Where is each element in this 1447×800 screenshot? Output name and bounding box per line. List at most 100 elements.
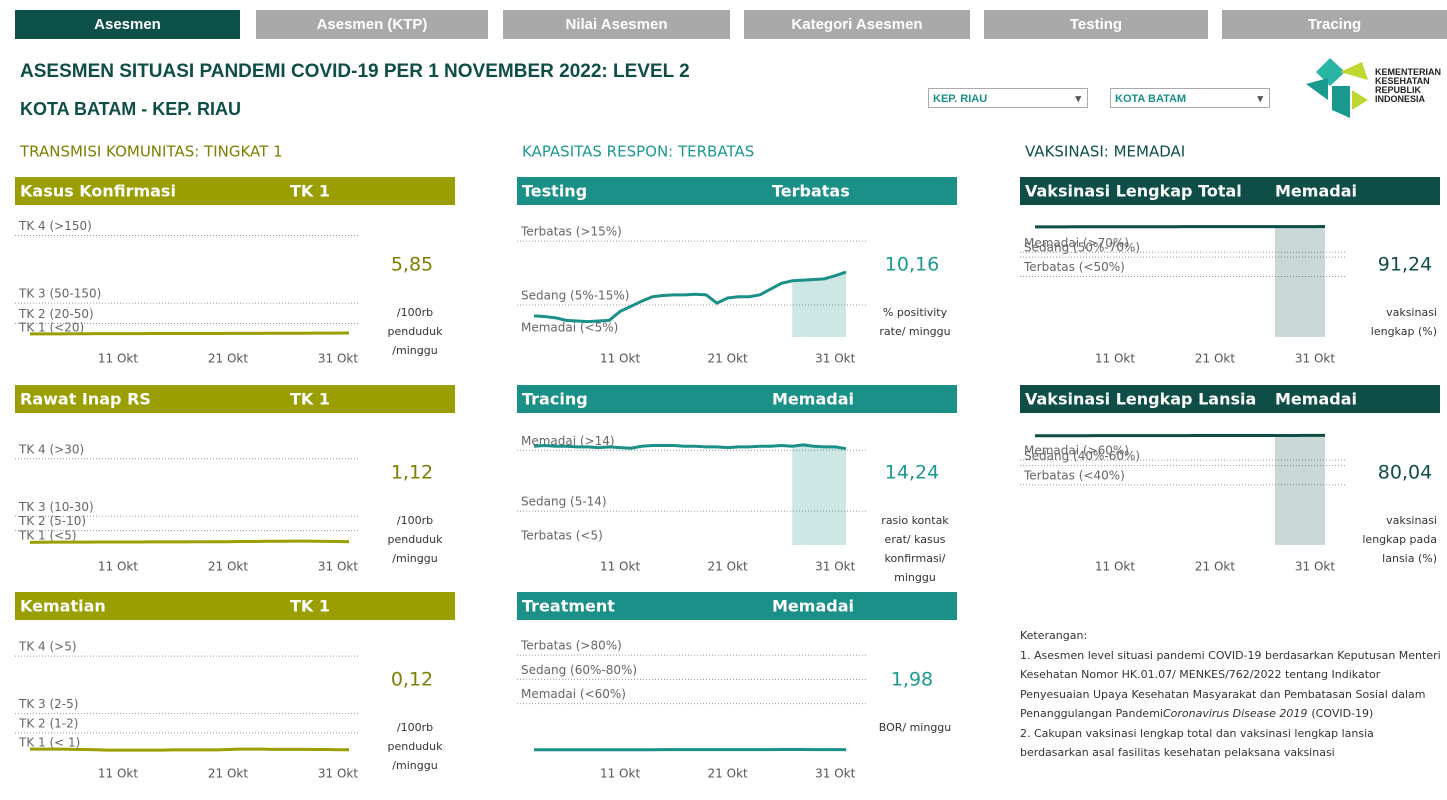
threshold-label: TK 1 (<20): [18, 321, 84, 335]
tab[interactable]: Asesmen (KTP): [256, 10, 488, 39]
highlight-area: [1275, 226, 1325, 337]
panel-unit: konfirmasi/: [885, 552, 946, 565]
threshold-label: Sedang (40%-60%): [1024, 449, 1140, 463]
x-tick-label: 21 Okt: [1195, 560, 1235, 574]
panel-unit: erat/ kasus: [885, 533, 946, 546]
panel-unit: /minggu: [392, 552, 437, 565]
threshold-label: Sedang (50%-70%): [1024, 241, 1140, 255]
panel-unit: /100rb: [397, 306, 433, 319]
note-text: (COVID-19): [1311, 707, 1374, 720]
panel-name: Kasus Konfirmasi: [20, 182, 176, 201]
panel-unit: /100rb: [397, 514, 433, 527]
threshold-label: TK 4 (>5): [18, 640, 77, 654]
panel-unit: BOR/ minggu: [879, 721, 952, 734]
filter-dropdown[interactable]: KOTA BATAM: [1110, 88, 1270, 109]
panel-status: TK 1: [290, 390, 330, 409]
panel-header: [15, 177, 455, 205]
x-tick-label: 11 Okt: [98, 352, 138, 366]
highlight-area: [1275, 435, 1325, 545]
panel-value: 10,16: [885, 254, 939, 276]
panel-header: [15, 385, 455, 413]
panel-status: Terbatas: [772, 182, 850, 201]
x-tick-label: 11 Okt: [98, 560, 138, 574]
note-text: 1. Asesmen level situasi pandemi COVID-1…: [1020, 648, 1441, 721]
panel-status: TK 1: [290, 182, 330, 201]
x-tick-label: 21 Okt: [1195, 352, 1235, 366]
panel-unit: penduduk: [388, 533, 444, 546]
panel-unit: minggu: [894, 571, 936, 584]
panel-unit: rate/ minggu: [879, 325, 950, 338]
threshold-label: TK 3 (50-150): [18, 287, 101, 301]
threshold-label: Terbatas (>80%): [520, 639, 622, 653]
panel-header: [1020, 385, 1440, 413]
panel-header: [1020, 177, 1440, 205]
threshold-label: TK 4 (>150): [18, 219, 92, 233]
panel-unit: % positivity: [883, 306, 948, 319]
x-tick-label: 31 Okt: [1295, 560, 1335, 574]
logo-line: KEMENTERIAN: [1375, 67, 1442, 77]
x-tick-label: 11 Okt: [600, 560, 640, 574]
panel-name: Treatment: [522, 597, 615, 616]
x-tick-label: 21 Okt: [708, 352, 748, 366]
x-tick-label: 11 Okt: [1095, 560, 1135, 574]
panel-name: Vaksinasi Lengkap Lansia: [1025, 390, 1256, 409]
panel-unit: penduduk: [388, 325, 444, 338]
series-line: [533, 270, 847, 324]
threshold-label: Terbatas (<40%): [1023, 468, 1125, 482]
note-italic: Coronavirus Disease 2019: [1162, 707, 1308, 720]
tab[interactable]: Asesmen: [15, 10, 240, 39]
panel-unit: vaksinasi: [1386, 514, 1437, 527]
panel-name: Testing: [522, 182, 587, 201]
logo-line: REPUBLIK: [1375, 85, 1422, 95]
panel-value: 14,24: [885, 462, 939, 484]
panel-header: [517, 177, 957, 205]
tab[interactable]: Nilai Asesmen: [503, 10, 730, 39]
panel-name: Tracing: [522, 390, 588, 409]
panel-name: Kematian: [20, 597, 106, 616]
x-tick-label: 21 Okt: [708, 560, 748, 574]
section-heading: VAKSINASI: MEMADAI: [1025, 143, 1185, 161]
panel-unit: rasio kontak: [881, 514, 949, 527]
threshold-label: Memadai (<60%): [521, 687, 626, 701]
panel-status: Memadai: [772, 390, 854, 409]
x-tick-label: 31 Okt: [318, 560, 358, 574]
x-tick-label: 31 Okt: [318, 767, 358, 781]
x-tick-label: 11 Okt: [600, 767, 640, 781]
logo-icon: [1306, 58, 1368, 118]
threshold-label: TK 4 (>30): [18, 442, 84, 456]
section-heading: TRANSMISI KOMUNITAS: TINGKAT 1: [19, 143, 283, 161]
panel-status: Memadai: [1275, 390, 1357, 409]
threshold-label: TK 1 (< 1): [18, 736, 80, 750]
logo-text: KEMENTERIAN KESEHATAN REPUBLIK INDONESIA: [1375, 68, 1441, 104]
series-line: [30, 331, 350, 336]
logo-line: INDONESIA: [1375, 94, 1426, 104]
tab[interactable]: Testing: [984, 10, 1208, 39]
filter-dropdown[interactable]: KEP. RIAU: [928, 88, 1088, 109]
x-tick-label: 31 Okt: [815, 560, 855, 574]
panel-value: 91,24: [1378, 254, 1432, 276]
notes-heading: Keterangan:: [1020, 629, 1088, 642]
threshold-label: TK 1 (<5): [18, 529, 77, 543]
panel-header: [517, 385, 957, 413]
threshold-label: Terbatas (>15%): [520, 225, 622, 239]
tab[interactable]: Tracing: [1222, 10, 1447, 39]
note-item: 2. Cakupan vaksinasi lengkap total dan v…: [1020, 726, 1374, 760]
x-tick-label: 11 Okt: [98, 767, 138, 781]
threshold-label: Memadai (>70%): [1024, 236, 1129, 250]
note-item: 1. Asesmen level situasi pandemi COVID-1…: [1020, 646, 1442, 724]
x-tick-label: 31 Okt: [815, 352, 855, 366]
panel-unit: lansia (%): [1382, 552, 1437, 565]
x-tick-label: 31 Okt: [1295, 352, 1335, 366]
panel-value: 0,12: [391, 669, 433, 691]
panel-value: 80,04: [1378, 462, 1432, 484]
panel-unit: lengkap pada: [1362, 533, 1437, 546]
highlight-area: [792, 272, 846, 337]
tab[interactable]: Kategori Asesmen: [744, 10, 970, 39]
panel-value: 1,12: [391, 462, 433, 484]
panel-status: TK 1: [290, 597, 330, 616]
threshold-label: TK 2 (1-2): [18, 716, 78, 730]
threshold-label: TK 2 (20-50): [18, 307, 94, 321]
x-tick-label: 11 Okt: [600, 352, 640, 366]
threshold-label: TK 3 (10-30): [18, 500, 94, 514]
